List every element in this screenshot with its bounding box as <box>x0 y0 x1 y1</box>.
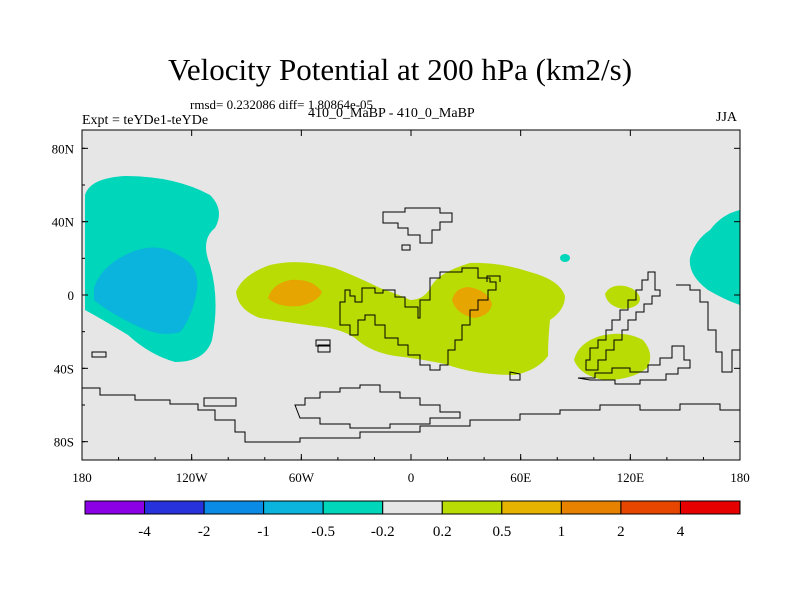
colorbar-swatch <box>322 500 384 515</box>
contour-pos-1-west <box>268 279 322 307</box>
season-label: JJA <box>716 110 738 125</box>
colorbar-label: 0.2 <box>433 524 452 540</box>
colorbar-swatch <box>620 500 681 515</box>
coastline-island-1 <box>401 244 411 251</box>
colorbar-swatch <box>560 500 622 515</box>
colorbar: -4 -2 -1 -0.5 -0.2 0.2 0.5 1 2 4 <box>84 500 741 540</box>
y-tick-label: 0 <box>68 288 75 303</box>
colorbar-swatch <box>679 500 741 515</box>
contour-pos-1-east <box>452 287 492 318</box>
colorbar-swatch <box>203 500 265 515</box>
colorbar-label: -0.5 <box>311 524 335 540</box>
plot-title: Velocity Potential at 200 hPa (km2/s) <box>167 52 633 87</box>
x-tick-label: 180 <box>72 470 92 485</box>
colorbar-swatch <box>501 500 562 515</box>
colorbar-swatch <box>144 500 205 515</box>
coastline-island-3 <box>203 397 237 407</box>
colorbar-label: -4 <box>138 524 151 540</box>
contour-neg-0.5-small <box>560 254 570 262</box>
colorbar-swatch <box>382 500 443 515</box>
colorbar-label: -1 <box>257 524 270 540</box>
colorbar-swatch <box>263 500 324 515</box>
colorbar-label: -2 <box>198 524 211 540</box>
coastlines <box>82 207 740 443</box>
x-tick-label: 120E <box>617 470 645 485</box>
coastline-south-america <box>317 344 331 353</box>
contour-neg-0.5-east <box>689 210 740 305</box>
x-tick-label: 0 <box>408 470 415 485</box>
coastline-island-2 <box>91 351 107 358</box>
experiment-label: Expt = teYDe1-teYDe <box>82 113 209 128</box>
x-tick-label: 60W <box>289 470 315 485</box>
colorbar-label: 0.5 <box>492 524 511 540</box>
coastline-africa <box>339 267 497 371</box>
colorbar-label: 2 <box>617 524 625 540</box>
contour-neg-1-pacific <box>94 247 198 334</box>
y-tick-label: 40N <box>52 215 75 230</box>
colorbar-swatch <box>84 500 146 515</box>
x-tick-label: 180 <box>730 470 750 485</box>
coastline-antarctic <box>82 387 740 443</box>
stats-line: rmsd= 0.232086 diff= 1.80864e-05 <box>190 97 374 112</box>
colorbar-label: 1 <box>558 524 566 540</box>
colorbar-label: -0.2 <box>371 524 395 540</box>
coastline-asia <box>486 275 501 282</box>
runs-label: 410_0_MaBP - 410_0_MaBP <box>308 106 475 121</box>
coastline-india <box>509 371 521 381</box>
y-tick-label: 40S <box>54 361 74 376</box>
y-tick-label: 80N <box>52 141 75 156</box>
coastline-antarctic-inner <box>294 384 461 429</box>
x-tick-label: 120W <box>176 470 209 485</box>
coastline-island-4 <box>315 339 331 347</box>
x-tick-label: 60E <box>510 470 531 485</box>
colorbar-swatch <box>441 500 503 515</box>
axis-ticks: 180 120W 60W 0 60E 120E 180 80N 40N 0 40S 80S <box>52 130 750 485</box>
coastline-eurasia <box>382 207 453 244</box>
coastline-indochina <box>585 271 661 371</box>
coastline-australia <box>577 345 691 385</box>
y-tick-label: 80S <box>54 435 74 450</box>
contour-pos-0.5-indian <box>605 285 640 309</box>
colorbar-label: 4 <box>677 524 685 540</box>
coastline-pacific-rim <box>676 284 740 373</box>
contour-fills <box>85 176 740 380</box>
contour-pos-0.5-australia <box>574 333 651 380</box>
